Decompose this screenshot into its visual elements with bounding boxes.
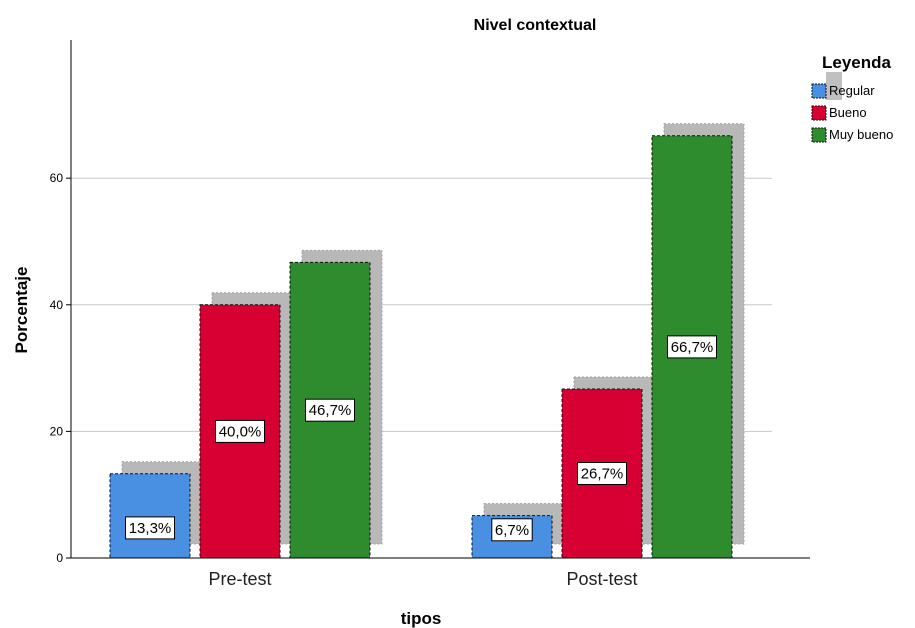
y-tick-label: 0 bbox=[56, 551, 63, 565]
data-label: 40,0% bbox=[219, 423, 262, 440]
x-axis-title: tipos bbox=[401, 609, 442, 628]
legend-label: Bueno bbox=[829, 105, 867, 120]
bar-regular-pre-test bbox=[109, 473, 191, 559]
data-label: 13,3% bbox=[129, 520, 172, 537]
y-tick-label: 60 bbox=[50, 171, 64, 185]
data-label: 6,7% bbox=[495, 522, 529, 539]
data-label-box bbox=[491, 518, 533, 542]
data-label-box bbox=[577, 461, 627, 485]
legend-swatch bbox=[811, 127, 827, 143]
data-labels: 13,3% 40,0% 46,7% 6,7% 26,7% 66,7% bbox=[125, 335, 717, 542]
data-label-box bbox=[305, 398, 355, 422]
chart-title: Nivel contextual bbox=[474, 17, 597, 34]
legend-swatch bbox=[811, 83, 827, 99]
legend-swatch bbox=[811, 105, 827, 121]
data-label-box bbox=[667, 335, 717, 359]
legend-label: Regular bbox=[829, 83, 875, 98]
x-tick-label: Post-test bbox=[566, 569, 637, 589]
y-tick-label: 40 bbox=[50, 298, 64, 312]
y-axis-title: Porcentaje bbox=[12, 267, 31, 354]
legend: Leyenda Regular Bueno Muy bueno bbox=[811, 53, 893, 143]
axes: 0 20 40 60 Pre-test Post-test bbox=[50, 40, 810, 589]
data-label: 26,7% bbox=[581, 465, 624, 482]
data-label: 66,7% bbox=[671, 339, 714, 356]
bars bbox=[109, 135, 733, 559]
data-label-box bbox=[125, 516, 175, 540]
data-label: 46,7% bbox=[309, 402, 352, 419]
y-tick-label: 20 bbox=[50, 424, 64, 438]
legend-label: Muy bueno bbox=[829, 127, 893, 142]
x-tick-label: Pre-test bbox=[208, 569, 271, 589]
legend-shadow bbox=[826, 72, 842, 100]
legend-title: Leyenda bbox=[822, 53, 892, 72]
data-label-box bbox=[215, 419, 265, 443]
